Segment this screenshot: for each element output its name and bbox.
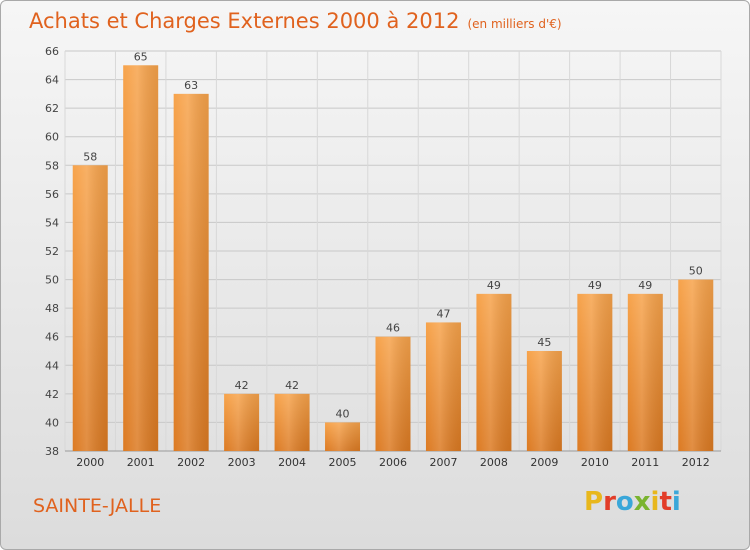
data-label: 47 [436,307,450,320]
y-tick-label: 44 [45,359,59,372]
y-tick-label: 64 [45,74,59,87]
y-tick-label: 60 [45,131,59,144]
proxiti-logo: Proxiti [584,487,681,517]
y-tick-label: 46 [45,331,59,344]
x-tick-label: 2000 [76,456,104,469]
bar-shine [476,293,512,451]
bar-shine [123,65,159,452]
bar-shine [325,422,361,451]
x-tick-label: 2008 [480,456,508,469]
x-axis-ticks: 2000 2001 2002 2003 2004 2005 2006 2007 2008 2009… [76,456,710,469]
bar-shine [577,293,613,451]
x-tick-label: 2003 [228,456,256,469]
data-label: 49 [487,279,501,292]
data-label: 42 [285,379,299,392]
logo-letter: r [603,487,616,517]
x-tick-label: 2005 [329,456,357,469]
x-tick-label: 2006 [379,456,407,469]
x-tick-label: 2011 [631,456,659,469]
y-tick-label: 56 [45,188,59,201]
x-tick-label: 2004 [278,456,306,469]
x-tick-label: 2001 [127,456,155,469]
y-tick-label: 62 [45,102,59,115]
bar-shine [526,351,562,451]
title-text: Achats et Charges Externes 2000 à 2012 [29,9,460,33]
data-label: 46 [386,322,400,335]
y-tick-label: 66 [45,45,59,58]
data-labels: 58 65 63 42 42 40 46 47 49 45 49 49 50 [83,50,703,420]
data-label: 42 [235,379,249,392]
data-label: 63 [184,79,198,92]
logo-letter: x [633,487,651,517]
logo-letter: i [671,487,681,517]
bars [72,65,714,452]
bar-shine [375,336,411,451]
chart-subtitle: (en milliers d'€) [467,17,562,31]
data-label: 50 [689,265,703,278]
city-name: SAINTE-JALLE [33,495,162,517]
bar-shine [224,393,260,451]
data-label: 40 [336,407,350,420]
chart-title: Achats et Charges Externes 2000 à 2012 (e… [29,9,562,33]
y-tick-label: 40 [45,416,59,429]
data-label: 49 [588,279,602,292]
y-tick-label: 50 [45,274,59,287]
logo-letter: P [584,487,604,517]
y-tick-label: 42 [45,388,59,401]
x-tick-label: 2002 [177,456,205,469]
x-tick-label: 2012 [682,456,710,469]
y-axis-ticks: 38 40 42 44 46 48 50 52 54 56 58 60 62 64 66 [45,45,59,458]
y-tick-label: 58 [45,159,59,172]
logo-letter: o [615,487,634,517]
data-label: 65 [134,50,148,63]
bar-shine [678,279,714,451]
data-label: 45 [537,336,551,349]
bar-shine [425,322,461,451]
y-tick-label: 54 [45,216,59,229]
logo-letter: t [659,487,672,517]
x-tick-label: 2010 [581,456,609,469]
y-tick-label: 38 [45,445,59,458]
bar-shine [274,393,310,451]
data-label: 58 [83,150,97,163]
x-tick-label: 2007 [429,456,457,469]
logo-letter: i [650,487,660,517]
bar-shine [72,165,108,452]
y-tick-label: 52 [45,245,59,258]
bar-shine [173,93,209,451]
data-label: 49 [638,279,652,292]
y-tick-label: 48 [45,302,59,315]
x-tick-label: 2009 [530,456,558,469]
bar-shine [627,293,663,451]
